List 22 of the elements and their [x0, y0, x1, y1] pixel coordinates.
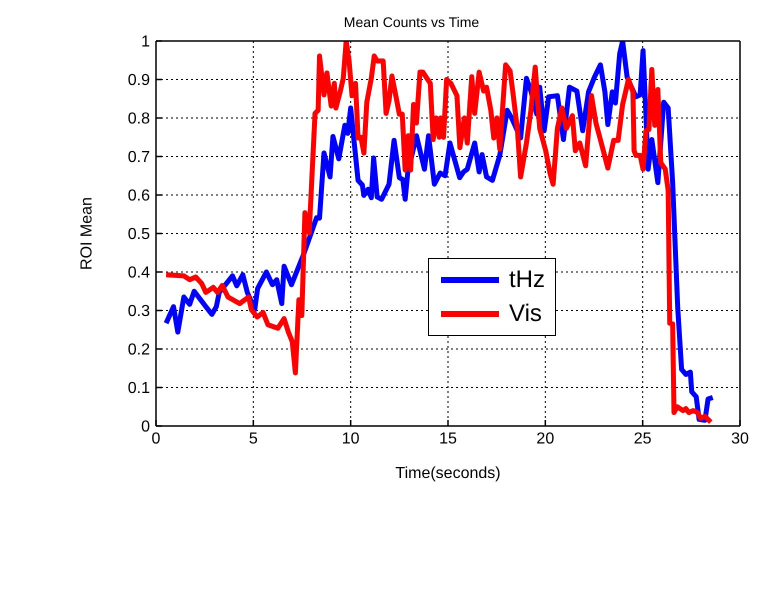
- x-tick-label: 10: [342, 430, 360, 448]
- x-tick-label: 15: [439, 430, 457, 448]
- y-tick-label: 0.7: [128, 149, 150, 166]
- chart-title: Mean Counts vs Time: [342, 14, 480, 30]
- x-tick-label: 25: [634, 430, 652, 448]
- x-axis-title: Time(seconds): [395, 465, 501, 482]
- y-tick-label: 0.2: [128, 342, 150, 359]
- y-tick-label: 0.6: [128, 188, 150, 205]
- y-tick-label: 0.9: [128, 72, 150, 90]
- y-tick-label: 0.4: [128, 264, 150, 282]
- y-tick-label: 0.8: [128, 110, 150, 128]
- x-tick-label: 30: [731, 430, 749, 448]
- x-tick-label: 20: [536, 430, 554, 448]
- x-tick-label: 5: [248, 430, 258, 448]
- y-tick-label: 0.3: [128, 303, 150, 320]
- legend-label: Vis: [509, 300, 542, 328]
- y-axis-title: ROI Mean: [78, 197, 96, 270]
- y-tick-label: 0.5: [128, 226, 150, 244]
- y-tick-label: 0.1: [128, 380, 150, 398]
- y-tick-label: 0: [141, 418, 150, 436]
- y-tick-label: 1: [141, 34, 150, 51]
- legend-label: tHz: [509, 266, 545, 294]
